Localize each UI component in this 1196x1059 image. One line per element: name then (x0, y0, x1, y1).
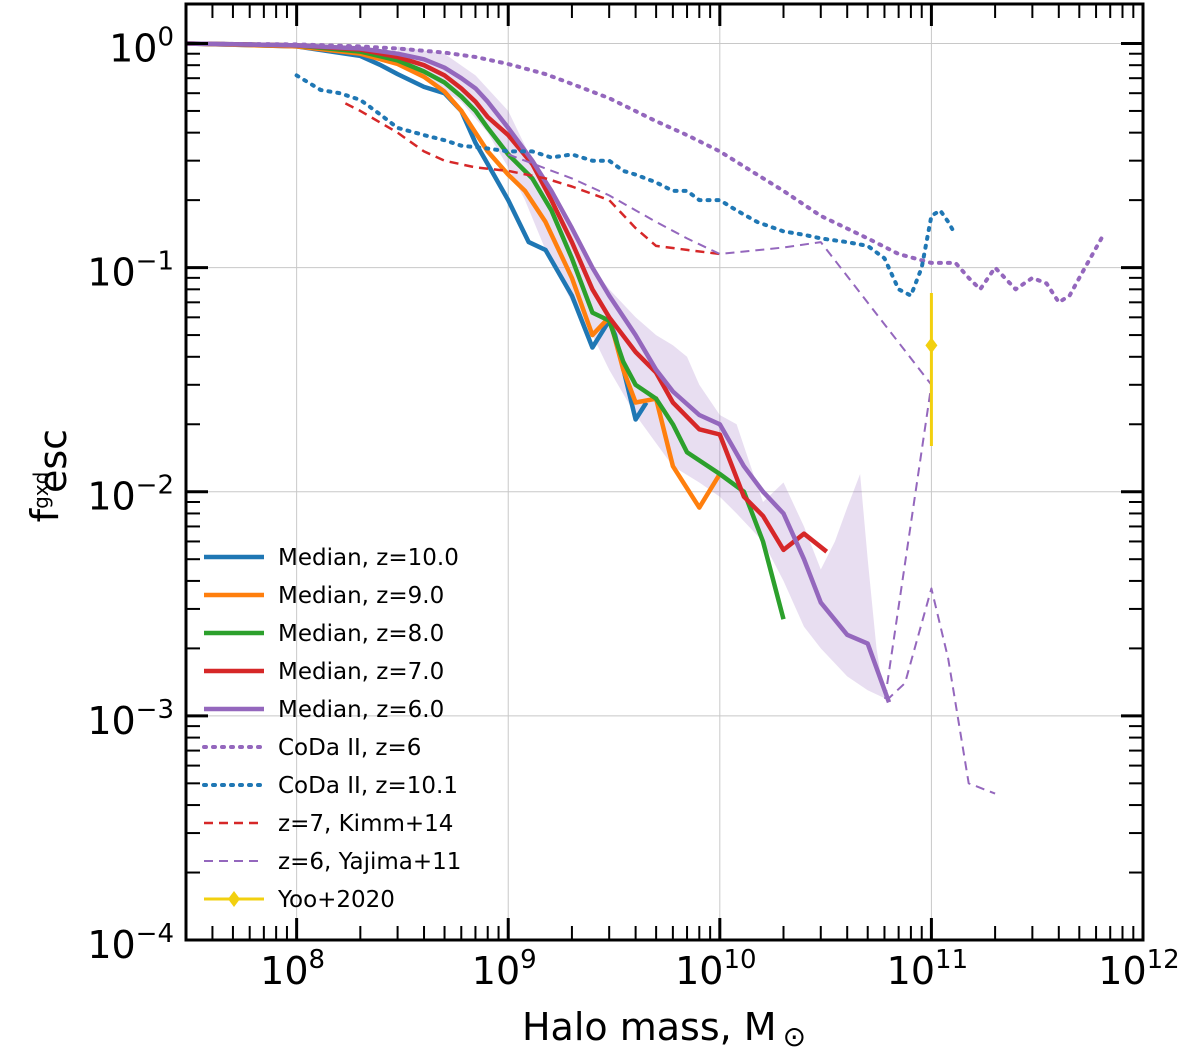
plot-frame (184, 2, 1145, 942)
x-tick-label: 1011 (887, 945, 968, 993)
legend-label-z-7-kimm-14: z=7, Kimm+14 (278, 811, 453, 837)
series-line-z-7-kimm-14 (344, 102, 720, 256)
y-tick-label: 10−3 (87, 695, 174, 743)
series-line-median-z-7-0 (186, 41, 829, 554)
series-line-median-z-6-0 (186, 41, 892, 704)
y-axis-title: fgxd esc (23, 429, 75, 522)
plot-area (186, 41, 1106, 795)
legend-label-median-z-8-0: Median, z=8.0 (278, 621, 444, 647)
legend-label-median-z-9-0: Median, z=9.0 (278, 583, 444, 609)
series-line-coda-ii-z-10-1 (294, 73, 958, 298)
y-tick-label: 10−2 (87, 471, 174, 519)
y-tick-label: 10−1 (87, 247, 174, 295)
z6-spread-band (397, 46, 885, 699)
legend-label-median-z-7-0: Median, z=7.0 (278, 659, 444, 685)
x-tick-label: 1010 (675, 945, 756, 993)
svg-text:fgxd: fgxd (23, 472, 67, 523)
series-line-median-z-8-0 (186, 41, 786, 620)
x-tick-label: 108 (260, 945, 325, 993)
x-tick-label: 1012 (1098, 945, 1179, 993)
series-line-coda-ii-z-6 (186, 41, 1106, 305)
y-tick-label: 10−4 (87, 919, 174, 967)
legend-label-coda-ii-z-6: CoDa II, z=6 (278, 735, 421, 761)
legend-label-median-z-10-0: Median, z=10.0 (278, 545, 459, 571)
legend-marker-yoo-2020 (228, 891, 240, 907)
legend-label-z-6-yajima-11: z=6, Yajima+11 (278, 849, 461, 875)
axis-ticks (185, 4, 1145, 942)
series-line-median-z-10-0 (186, 41, 649, 422)
grid (186, 4, 1143, 940)
y-tick-label: 100 (109, 22, 174, 70)
legend-label-coda-ii-z-10-1: CoDa II, z=10.1 (278, 773, 458, 799)
x-axis-title: Halo mass, M ⊙ (522, 1005, 806, 1053)
series-line-z-6-yajima-11 (507, 153, 996, 795)
legend-label-median-z-6-0: Median, z=6.0 (278, 697, 444, 723)
series-line-median-z-9-0 (186, 41, 722, 510)
legend: Median, z=10.0 Median, z=9.0 Median, z=8.0… (202, 545, 461, 913)
tick-labels: 108 109 1010 1011 1012 100 10−1 10−2 10−3 10−4 (87, 22, 1179, 993)
x-tick-label: 109 (472, 945, 537, 993)
svg-text:esc: esc (31, 429, 75, 493)
legend-label-yoo-2020: Yoo+2020 (277, 887, 395, 913)
errorbar-marker (925, 337, 938, 354)
